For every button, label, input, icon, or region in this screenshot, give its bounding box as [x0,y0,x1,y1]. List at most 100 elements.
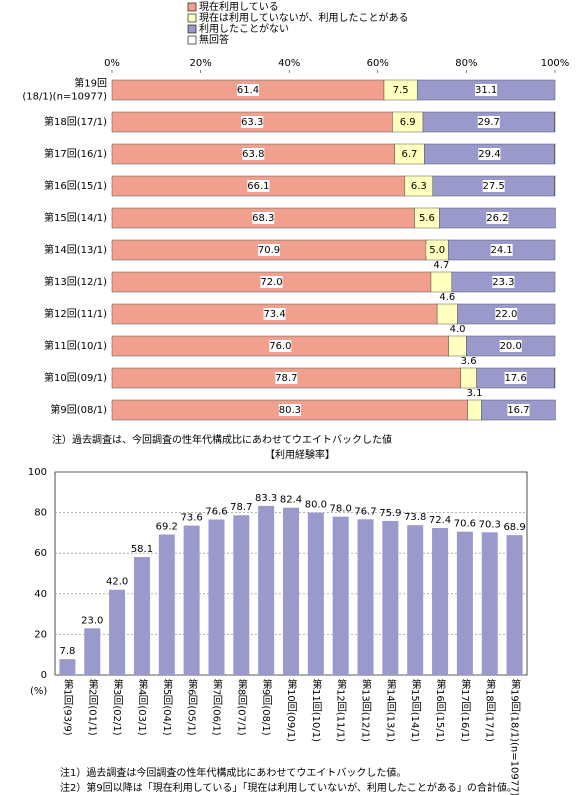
label-bg [478,148,501,160]
y-tick-label: 第18回(17/1) [44,115,107,128]
x-tick-label: 第2回(01/1) [86,678,98,736]
label-bg [275,372,298,384]
y-tick-label: 第9回(08/1) [50,403,107,416]
data-label: 73.8 [404,512,426,523]
bar [307,512,324,675]
bar [208,519,225,675]
data-label: 73.6 [180,513,202,524]
y-tick-label: 40 [34,589,47,600]
x-tick-label: 第10回(09/1) [285,678,297,742]
data-label: 75.9 [379,508,401,519]
label-bg [407,180,430,192]
legend-swatch [187,24,197,34]
data-label: 24.1 [490,245,512,256]
y-tick-label: 第13回(12/1) [44,275,107,288]
data-label: 4.7 [433,260,449,271]
bar [233,515,250,675]
label-bg [475,84,498,96]
y-tick-label: 第17回(16/1) [44,147,107,160]
legend-label: 現在利用している [199,1,279,13]
data-label: 27.5 [483,181,505,192]
label-bg [241,116,264,128]
data-label: 6.9 [400,117,416,128]
bar-segment [430,271,453,293]
data-label: 20.0 [500,341,522,352]
data-label: 70.3 [479,519,501,530]
y-tick-label: 第12回(11/1) [44,307,107,320]
label-bg [398,148,421,160]
data-label: 4.6 [439,292,455,303]
label-bg [396,116,419,128]
x-tick-label: 第18回(17/1) [484,678,496,742]
data-label: 5.6 [419,213,435,224]
data-label: 6.7 [402,149,418,160]
data-label: 69.2 [156,522,178,533]
data-label: 4.0 [450,324,466,335]
bar [109,589,126,675]
bar [158,534,175,675]
bar [283,507,299,675]
bar [506,535,523,675]
bar [84,628,101,675]
data-label: 5.0 [429,245,445,256]
label-bg [482,180,505,192]
y-tick-label: 60 [34,548,47,559]
data-label: 78.0 [330,504,352,515]
y-tick-label: 第14回(13/1) [44,243,107,256]
y-tick-label: 第19回(18/1)(n=10977) [22,77,107,103]
data-label: 80.3 [279,405,301,416]
data-label: 58.1 [131,544,153,555]
label-bg [260,276,283,288]
label-bg [263,308,286,320]
label-bg [237,84,260,96]
label-bg [504,372,527,384]
x-tick-label: 第12回(11/1) [335,678,347,742]
data-label: 7.5 [393,85,409,96]
chart-title: 【利用経験率】 [265,448,335,461]
x-tick-label: 第5回(04/1) [161,678,173,736]
data-label: 72.0 [260,277,282,288]
x-tick-label: 第11回(10/1) [310,678,322,742]
x-tick-label: 第15回(14/1) [409,678,421,742]
bar [332,516,349,675]
bar [407,525,424,675]
label-bg [242,148,265,160]
y-tick-label: 第10回(09/1) [44,371,107,384]
data-label: 29.4 [478,149,500,160]
data-label: 68.9 [503,522,525,533]
x-tick-label: 第3回(02/1) [111,678,123,736]
bar [382,520,399,675]
data-label: 63.3 [241,117,263,128]
bar-segment [436,303,458,325]
legend-label: 現在は利用していないが、利用したことがある [199,11,409,24]
label-bg [389,84,412,96]
label-bg [499,340,522,352]
legend-label: 無回答 [199,33,229,46]
label-bg [269,340,292,352]
x-tick-label: 第9回(08/1) [260,678,272,736]
data-label: 70.9 [258,245,280,256]
x-tick-label: 第19回(18/1)(n=10977) [509,678,521,795]
y-tick-label: 20 [34,629,47,640]
label-bg [415,212,438,224]
x-tick-label: 第4回(03/1) [136,678,148,736]
data-label: 78.7 [230,502,252,513]
label-bg [247,180,270,192]
data-label: 61.4 [237,85,259,96]
data-label: 3.1 [467,388,483,399]
x-tick-label: 第17回(16/1) [459,678,471,742]
footnote: 注）過去調査は、今回調査の性年代構成比にあわせてウエイトバックした値 [52,433,392,446]
bar [59,659,76,675]
bar [456,531,473,675]
y-tick-label: 第15回(14/1) [44,211,107,224]
bar-segment [467,399,482,421]
y-tick-label: 80 [34,508,47,519]
y-tick-label: 第11回(10/1) [44,339,107,352]
x-tick-label: 第7回(06/1) [210,678,222,736]
footnote: 注1）過去調査は今回調査の性年代構成比にあわせてウエイトバックした値。 [60,766,406,779]
data-label: 68.3 [252,213,274,224]
data-label: 7.8 [59,646,75,657]
label-bg [426,244,449,256]
label-bg [252,212,275,224]
